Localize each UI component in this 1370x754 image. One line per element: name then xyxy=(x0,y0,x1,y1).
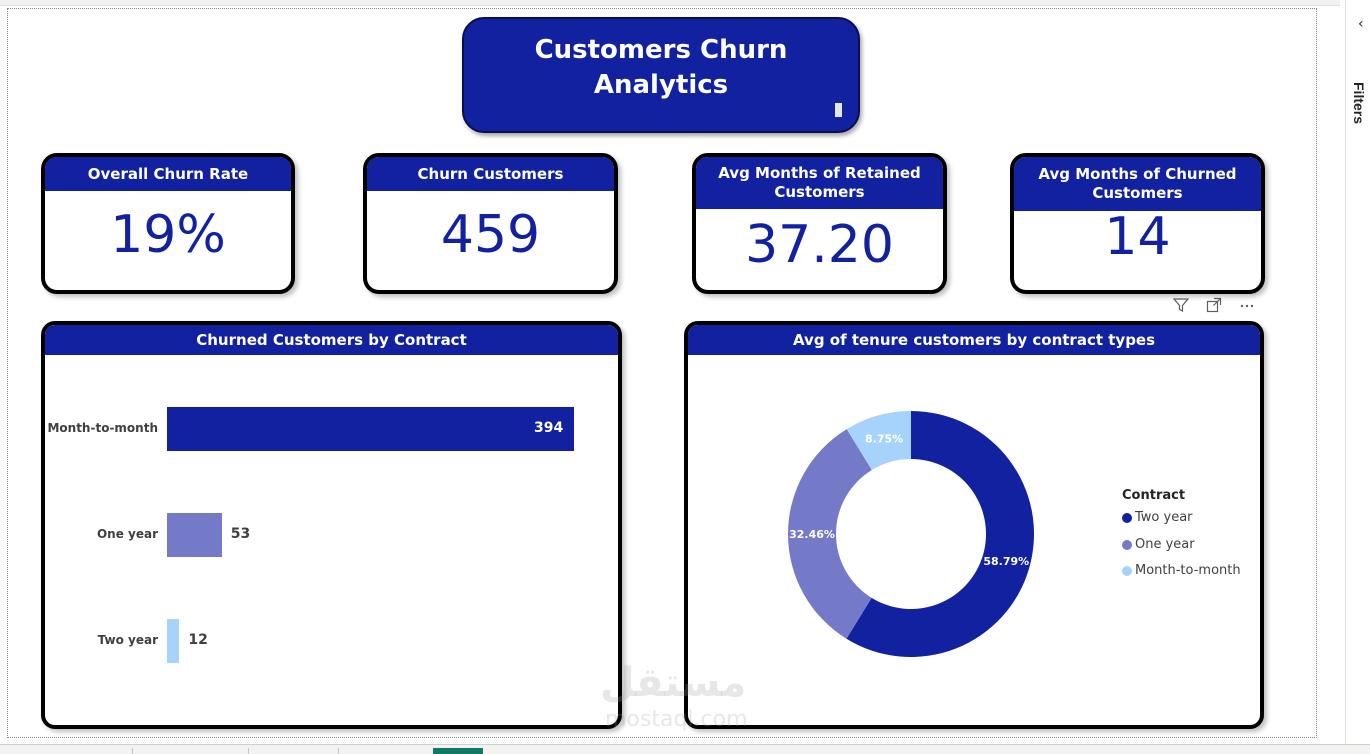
report-title: Customers Churn Analytics xyxy=(462,17,860,133)
kpi-value: 459 xyxy=(440,205,541,265)
kpi-overall-churn-rate[interactable]: Overall Churn Rate 19% xyxy=(41,153,295,294)
kpi-value: 19% xyxy=(110,205,226,265)
kpi-label: Avg Months of Churned Customers xyxy=(1014,157,1261,211)
donut-data-label: 32.46% xyxy=(789,528,835,541)
kpi-value: 37.20 xyxy=(745,215,894,275)
legend-title: Contract xyxy=(1122,488,1186,503)
text-cursor xyxy=(835,103,842,117)
title-line-2: Analytics xyxy=(593,70,729,100)
filter-icon[interactable] xyxy=(1168,292,1194,318)
bar-month-to-month[interactable] xyxy=(167,407,574,451)
bar-data-label: 394 xyxy=(534,420,564,436)
chart-title: Churned Customers by Contract xyxy=(45,325,618,355)
kpi-label: Churn Customers xyxy=(367,157,614,191)
page-tabs-bar xyxy=(0,744,1370,754)
legend-dot-icon xyxy=(1122,512,1132,523)
bar-category-label: One year xyxy=(96,527,158,541)
more-options-icon[interactable] xyxy=(1234,292,1260,318)
active-page-tab[interactable] xyxy=(433,748,483,754)
legend-item-month-to-month[interactable]: Month-to-month xyxy=(1122,563,1241,578)
bar-data-label: 53 xyxy=(230,526,251,542)
bar-two-year[interactable] xyxy=(167,619,180,663)
donut-data-label: 58.79% xyxy=(983,555,1029,568)
title-line-1: Customers Churn xyxy=(534,35,788,65)
legend-label: Month-to-month xyxy=(1135,563,1241,578)
legend-label: One year xyxy=(1135,537,1195,552)
kpi-churn-customers[interactable]: Churn Customers 459 xyxy=(363,153,618,294)
legend-item-two-year[interactable]: Two year xyxy=(1122,510,1193,525)
donut-slice-two-year[interactable] xyxy=(846,411,1034,658)
bar-data-label: 12 xyxy=(188,632,208,648)
chart-title: Avg of tenure customers by contract type… xyxy=(688,325,1260,355)
top-strip xyxy=(0,0,1340,6)
legend-item-one-year[interactable]: One year xyxy=(1122,537,1195,552)
kpi-label: Avg Months of Retained Customers xyxy=(696,157,943,209)
legend-label: Two year xyxy=(1135,510,1193,525)
donut-slice-one-year[interactable] xyxy=(787,429,872,639)
kpi-avg-months-churned[interactable]: Avg Months of Churned Customers 14 xyxy=(1010,153,1265,294)
page-tab-divider xyxy=(338,748,339,754)
filters-pane-label[interactable]: Filters xyxy=(1351,82,1367,125)
kpi-value: 14 xyxy=(1104,207,1171,267)
focus-mode-icon[interactable] xyxy=(1201,292,1227,318)
donut-chart-panel[interactable]: Avg of tenure customers by contract type… xyxy=(684,321,1264,729)
page-tab-divider xyxy=(132,748,133,754)
bar-chart-panel[interactable]: Churned Customers by Contract xyxy=(41,321,622,729)
donut-slice-month-to-month[interactable] xyxy=(846,411,911,471)
chevron-left-icon[interactable]: ‹ xyxy=(1358,16,1364,32)
watermark-url: mostaql.com xyxy=(605,707,748,732)
kpi-avg-months-retained[interactable]: Avg Months of Retained Customers 37.20 xyxy=(692,153,947,294)
page-tab-divider xyxy=(248,748,249,754)
bar-one-year[interactable] xyxy=(167,513,222,557)
bar-category-label: Two year xyxy=(97,633,158,647)
filters-pane[interactable] xyxy=(1345,0,1370,744)
kpi-label: Overall Churn Rate xyxy=(45,157,291,191)
donut-data-label: 8.75% xyxy=(865,433,903,446)
legend-dot-icon xyxy=(1122,539,1132,550)
visual-header-toolbar xyxy=(1164,291,1264,319)
legend-dot-icon xyxy=(1122,565,1132,576)
bar-category-label: Month-to-month xyxy=(47,421,158,435)
watermark-logo: مستقل xyxy=(600,660,747,706)
